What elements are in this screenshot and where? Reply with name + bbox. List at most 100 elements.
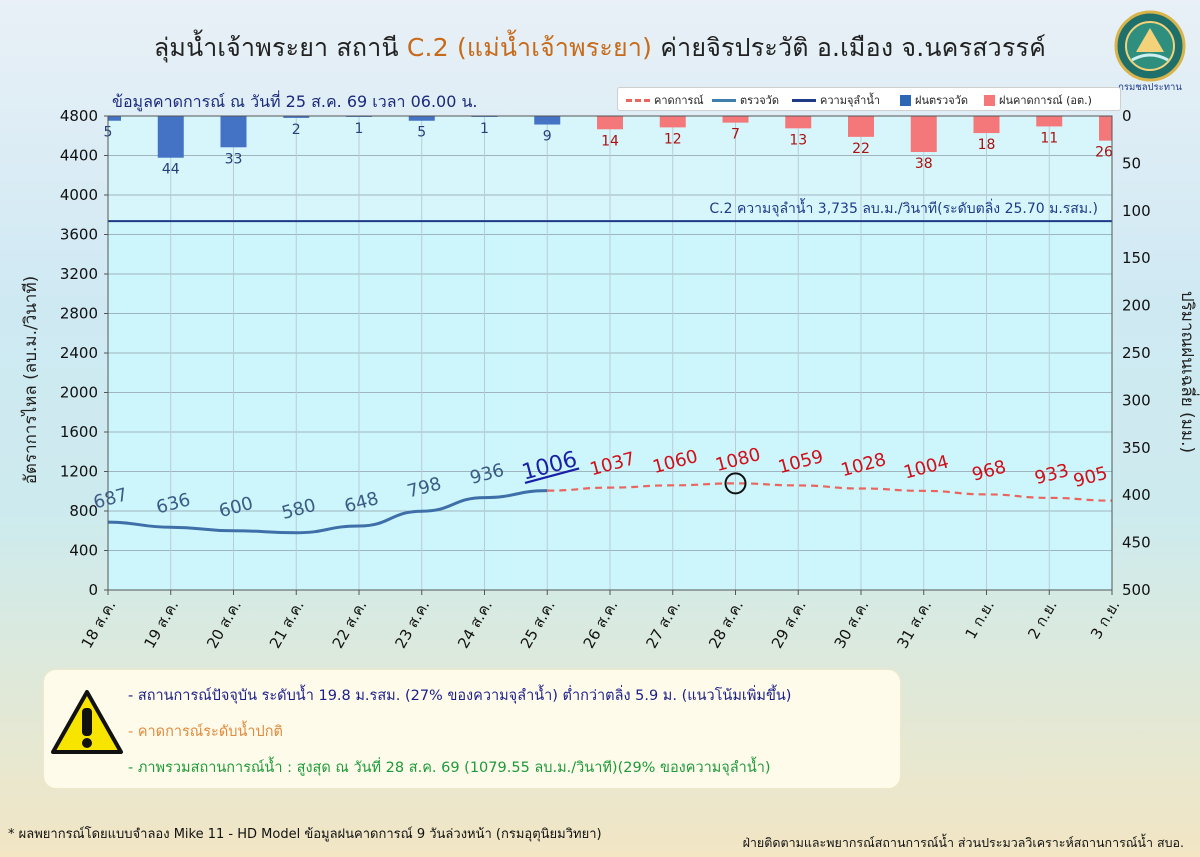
x-tick-label: 30 ส.ค.	[831, 597, 873, 652]
title-station: C.2 (แม่น้ำเจ้าพระยา)	[406, 33, 653, 62]
rain-measured-bar	[108, 116, 121, 121]
rain-measured-label: 5	[417, 125, 426, 141]
y-tick-label: 4000	[60, 186, 98, 204]
legend-forecast-swatch	[626, 98, 650, 102]
page-title: ลุ่มน้ำเจ้าพระยา สถานี C.2 (แม่น้ำเจ้าพร…	[0, 28, 1200, 68]
title-pre: ลุ่มน้ำเจ้าพระยา สถานี	[153, 33, 407, 62]
rain-forecast-bar	[597, 116, 623, 130]
y2-tick-label: 100	[1122, 202, 1151, 220]
rain-forecast-label: 13	[789, 132, 807, 148]
peak-marker	[724, 472, 747, 495]
rain-forecast-label: 12	[664, 131, 682, 147]
y-tick-label: 2000	[60, 384, 98, 402]
legend-measured-swatch	[712, 98, 736, 102]
x-tick-label: 22 ส.ค.	[329, 597, 371, 652]
x-tick-label: 28 ส.ค.	[705, 597, 747, 652]
y-tick-label: 400	[69, 542, 98, 560]
rain-measured-label: 44	[162, 162, 180, 178]
legend-capacity-label: ความจุลำน้ำ	[820, 94, 881, 107]
y2-tick-label: 300	[1122, 391, 1151, 409]
x-tick-label: 3 ก.ย.	[1087, 597, 1123, 642]
x-tick-label: 23 ส.ค.	[391, 597, 433, 652]
rain-forecast-label: 11	[1040, 130, 1058, 146]
rain-forecast-bar	[973, 116, 1000, 134]
y2-tick-label: 0	[1122, 107, 1132, 125]
rain-forecast-label: 14	[601, 133, 619, 149]
y-tick-label: 4800	[60, 107, 98, 125]
footer-agency: ฝ่ายติดตามและพยากรณ์สถานการณ์น้ำ ส่วนประ…	[742, 835, 1184, 850]
rain-forecast-label: 38	[915, 156, 933, 172]
x-tick-label: 25 ส.ค.	[517, 597, 559, 652]
rid-logo: กรมชลประทาน	[1114, 10, 1186, 92]
y-tick-label: 2400	[60, 344, 98, 362]
rain-measured-bar	[157, 116, 184, 158]
logo-text: กรมชลประทาน	[1118, 82, 1182, 92]
rain-forecast-bar	[848, 116, 874, 137]
legend-rain-forecast-swatch	[984, 94, 995, 106]
footer-model-note: * ผลพยากรณ์โดยแบบจำลอง Mike 11 - HD Mode…	[8, 827, 602, 842]
legend-forecast: คาดการณ์	[626, 91, 704, 109]
rain-forecast-label: 22	[852, 141, 870, 157]
x-tick-label: 27 ส.ค.	[642, 597, 684, 652]
y-tick-label: 2800	[60, 305, 98, 323]
y-tick-label: 4400	[60, 147, 98, 165]
rain-forecast-bar	[910, 116, 937, 153]
y2-tick-label: 50	[1122, 154, 1141, 172]
x-tick-label: 20 ส.ค.	[203, 597, 245, 652]
measured-flow-line	[107, 489, 548, 535]
rain-forecast-bar	[659, 116, 686, 128]
rain-forecast-label: 18	[978, 137, 996, 153]
y2-tick-label: 150	[1122, 249, 1151, 267]
legend-rain-measured-label: ฝนตรวจวัด	[915, 94, 968, 107]
x-tick-label: 29 ส.ค.	[768, 597, 810, 652]
y2-tick-label: 500	[1122, 581, 1151, 599]
current-situation-text: - สถานการณ์ปัจจุบัน ระดับน้ำ 19.8 ม.รสม.…	[128, 688, 792, 704]
overall-situation-text: - ภาพรวมสถานการณ์น้ำ : สูงสุด ณ วันที่ 2…	[128, 760, 771, 776]
forecast-flow-line	[547, 482, 1113, 502]
x-tick-label: 24 ส.ค.	[454, 597, 496, 652]
legend-forecast-label: คาดการณ์	[654, 94, 704, 107]
legend-measured-label: ตรวจวัด	[740, 94, 779, 107]
y2-tick-label: 400	[1122, 486, 1151, 504]
y2-tick-label: 250	[1122, 344, 1151, 362]
rain-forecast-bar	[785, 116, 812, 129]
y-tick-label: 3600	[60, 226, 98, 244]
y-tick-label: 3200	[60, 265, 98, 283]
warning-icon	[51, 690, 123, 754]
legend-measured: ตรวจวัด	[712, 91, 779, 109]
y-tick-label: 1200	[60, 463, 98, 481]
y2-tick-label: 450	[1122, 534, 1151, 552]
x-tick-label: 1 ก.ย.	[962, 597, 998, 642]
legend-capacity: ความจุลำน้ำ	[792, 91, 880, 109]
x-tick-label: 19 ส.ค.	[140, 597, 182, 652]
x-tick-label: 18 ส.ค.	[78, 597, 120, 652]
forecast-level-text: - คาดการณ์ระดับน้ำปกติ	[128, 724, 283, 740]
rain-forecast-bar	[722, 116, 749, 123]
capacity-label: C.2 ความจุลำน้ำ 3,735 ลบ.ม./วินาที(ระดับ…	[709, 198, 1098, 217]
title-post: ค่ายจิรประวัติ อ.เมือง จ.นครสวรรค์	[652, 33, 1047, 62]
x-tick-label: 21 ส.ค.	[266, 597, 308, 652]
rain-measured-label: 9	[543, 129, 552, 145]
y-tick-label: 800	[69, 502, 98, 520]
legend-rain-forecast-label: ฝนคาดการณ์ (อต.)	[999, 94, 1092, 107]
legend-capacity-swatch	[792, 98, 816, 102]
grid-lines	[107, 115, 1113, 591]
rain-measured-bar	[534, 116, 561, 125]
rain-measured-bar	[283, 116, 310, 118]
flow-lines: C.2 ความจุลำน้ำ 3,735 ลบ.ม./วินาที(ระดับ…	[107, 198, 1113, 535]
legend-rain-forecast: ฝนคาดการณ์ (อต.)	[984, 91, 1092, 109]
x-tick-label: 31 ส.ค.	[893, 597, 935, 652]
rain-forecast-label: 7	[731, 127, 740, 143]
x-tick-label: 2 ก.ย.	[1024, 597, 1060, 642]
y2-tick-label: 350	[1122, 439, 1151, 457]
legend-rain-measured-swatch	[900, 94, 911, 106]
y2-tick-label: 200	[1122, 297, 1151, 315]
rain-measured-bar	[220, 116, 247, 148]
y-tick-label: 1600	[60, 423, 98, 441]
rain-forecast-label: 26	[1095, 145, 1113, 161]
situation-summary-box: - สถานการณ์ปัจจุบัน ระดับน้ำ 19.8 ม.รสม.…	[44, 670, 900, 788]
rain-measured-label: 1	[480, 121, 489, 137]
y2-axis-label: ปริมาณฝนเฉลี่ย (มม.)	[1177, 291, 1200, 453]
